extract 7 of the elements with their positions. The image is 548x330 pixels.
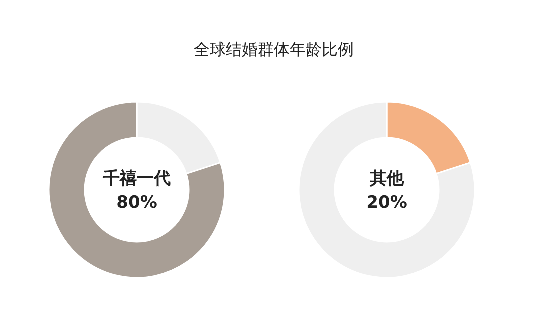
slice-label: 千禧一代 — [102, 169, 171, 189]
data-label: 80% — [116, 193, 158, 213]
slice-label: 其他 — [369, 169, 405, 189]
data-label: 20% — [366, 193, 408, 213]
donut-slice — [298, 101, 476, 279]
text: 全球结婚群体年龄比例 — [194, 40, 354, 59]
donut-slice — [48, 101, 226, 279]
